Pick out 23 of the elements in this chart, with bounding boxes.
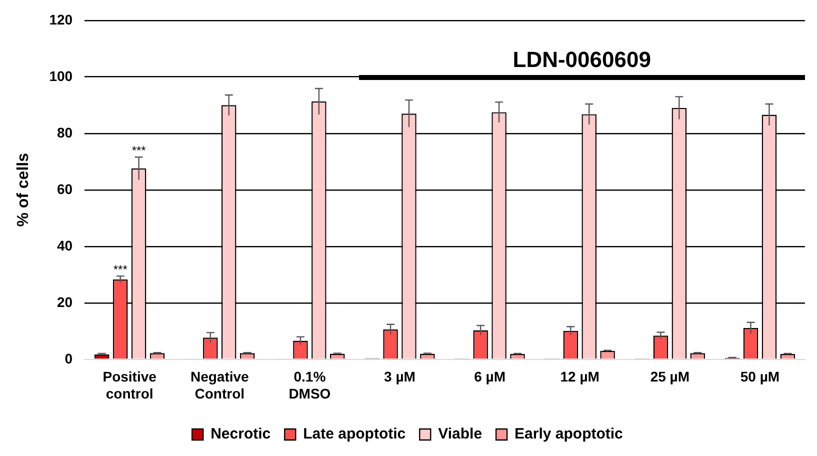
- x-tick-label: 3 µM: [384, 368, 416, 385]
- x-tick-label: Positive control: [102, 368, 157, 402]
- y-tick-label: 20: [56, 294, 73, 310]
- x-tick-label: 6 µM: [474, 368, 506, 385]
- legend-label: Early apoptotic: [514, 426, 623, 443]
- x-tick-label: 12 µM: [560, 368, 600, 385]
- x-tick-label: Negative Control: [190, 368, 250, 402]
- y-tick-label: 80: [56, 124, 73, 140]
- annotation: LDN-0060609: [512, 46, 651, 73]
- annotation: ***: [132, 143, 146, 158]
- y-tick-label: 100: [49, 68, 73, 84]
- y-axis-title: % of cells: [15, 152, 32, 227]
- x-tick-label: 25 µM: [650, 368, 690, 385]
- y-tick-label: 60: [56, 180, 73, 197]
- annotation: ***: [113, 262, 128, 276]
- y-tick-label: 120: [49, 11, 73, 28]
- x-tick-label: 50 µM: [740, 368, 780, 385]
- legend-label: Necrotic: [210, 426, 271, 443]
- legend-label: Late apoptotic: [303, 426, 406, 443]
- y-tick-label: 40: [56, 237, 73, 254]
- legend-label: Viable: [438, 426, 482, 443]
- x-tick-label: 0.1% DMSO: [288, 368, 331, 402]
- y-tick-label: 0: [64, 350, 73, 366]
